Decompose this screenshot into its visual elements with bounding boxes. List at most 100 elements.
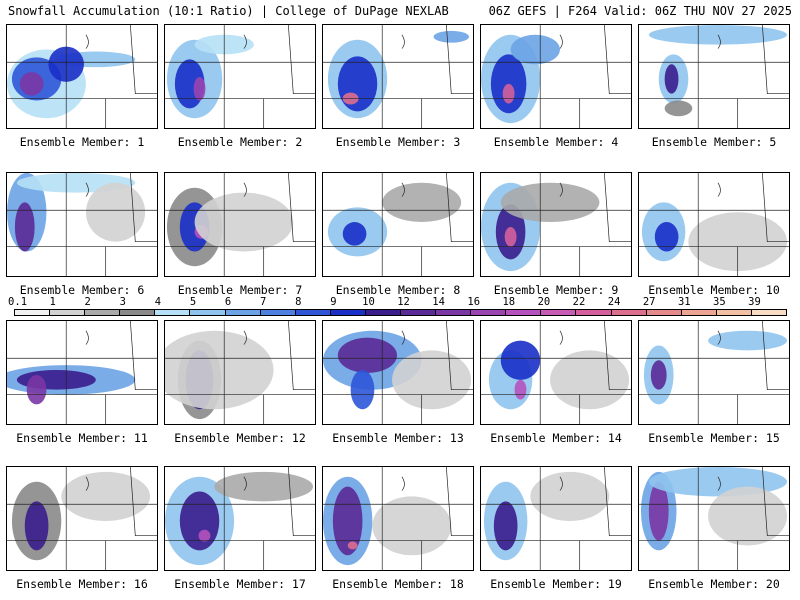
state-boundary bbox=[288, 467, 315, 537]
colorbar-swatch bbox=[505, 309, 542, 316]
ensemble-member-19-map bbox=[480, 466, 632, 571]
colorbar-label: 22 bbox=[572, 296, 586, 308]
colorbar-label: 39 bbox=[748, 296, 761, 308]
state-boundary bbox=[717, 34, 721, 49]
colorbar-label: 31 bbox=[677, 296, 691, 308]
state-boundary bbox=[762, 467, 789, 537]
colorbar-label: 20 bbox=[537, 296, 551, 308]
colorbar-swatch bbox=[435, 309, 472, 316]
ensemble-member-caption: Ensemble Member: 13 bbox=[332, 431, 464, 445]
snowfall-shading bbox=[708, 486, 788, 546]
state-boundary bbox=[243, 476, 247, 491]
state-boundary bbox=[559, 476, 563, 491]
colorbar-label: 18 bbox=[502, 296, 516, 308]
colorbar-label: 10 bbox=[362, 296, 375, 308]
colorbar-swatch bbox=[470, 309, 507, 316]
snowfall-shading bbox=[500, 340, 541, 380]
snowfall-shading bbox=[198, 529, 211, 542]
colorbar-swatch bbox=[84, 309, 121, 316]
state-boundary bbox=[288, 25, 315, 95]
state-boundary bbox=[604, 25, 631, 95]
colorbar-label: 24 bbox=[607, 296, 621, 308]
snowfall-shading bbox=[85, 182, 146, 242]
snowfall-shading bbox=[347, 541, 358, 550]
colorbar-label: 5 bbox=[189, 296, 197, 308]
snowfall-shading bbox=[664, 64, 679, 94]
colorbar-label: 12 bbox=[397, 296, 410, 308]
ensemble-member-7-map bbox=[164, 172, 316, 277]
ensemble-member-18-map bbox=[322, 466, 474, 571]
state-boundary bbox=[717, 330, 721, 345]
snowfall-shading bbox=[500, 182, 600, 223]
colorbar-swatch bbox=[610, 309, 647, 316]
colorbar-swatch bbox=[294, 309, 331, 316]
state-boundary bbox=[243, 330, 247, 345]
colorbar-label: 6 bbox=[224, 296, 232, 308]
ensemble-member-8-map bbox=[322, 172, 474, 277]
state-boundary bbox=[604, 173, 631, 243]
state-boundary bbox=[243, 34, 247, 49]
ensemble-member-caption: Ensemble Member: 5 bbox=[651, 135, 777, 149]
ensemble-member-caption: Ensemble Member: 8 bbox=[335, 283, 461, 297]
ensemble-member-caption: Ensemble Member: 15 bbox=[648, 431, 780, 445]
colorbar-swatch bbox=[645, 309, 682, 316]
state-boundary bbox=[446, 467, 473, 537]
state-boundary bbox=[762, 321, 789, 391]
ensemble-member-2-map bbox=[164, 24, 316, 129]
state-boundary bbox=[446, 173, 473, 243]
ensemble-member-caption: Ensemble Member: 4 bbox=[493, 135, 619, 149]
state-boundary bbox=[401, 476, 405, 491]
snowfall-shading bbox=[504, 226, 517, 247]
snowfall-shading bbox=[332, 486, 363, 556]
colorbar-swatch bbox=[680, 309, 717, 316]
state-boundary bbox=[85, 330, 89, 345]
ensemble-member-17-map bbox=[164, 466, 316, 571]
ensemble-member-9-map bbox=[480, 172, 632, 277]
state-boundary bbox=[130, 467, 157, 537]
snowfall-shading bbox=[493, 501, 518, 551]
ensemble-member-caption: Ensemble Member: 18 bbox=[332, 577, 464, 591]
state-boundary bbox=[130, 173, 157, 243]
snowfall-colorbar: 0.1 1 2 3 4 5 6 7 8 9 10 12 14 16 18 20 22 24 27 31 35 39 bbox=[8, 296, 787, 320]
snowfall-shading bbox=[688, 212, 788, 272]
map-title: Snowfall Accumulation (10:1 Ratio) | Col… bbox=[8, 4, 449, 18]
state-boundary bbox=[717, 182, 721, 197]
colorbar-swatch bbox=[750, 309, 787, 316]
snowfall-shading bbox=[514, 379, 527, 400]
state-boundary bbox=[401, 34, 405, 49]
colorbar-label: 16 bbox=[467, 296, 481, 308]
ensemble-member-5-map bbox=[638, 24, 790, 129]
state-boundary bbox=[604, 467, 631, 537]
snowfall-shading bbox=[654, 222, 679, 252]
snowfall-shading bbox=[61, 471, 151, 521]
ensemble-member-caption: Ensemble Member: 2 bbox=[177, 135, 303, 149]
colorbar-label: 35 bbox=[713, 296, 726, 308]
snowfall-shading bbox=[19, 72, 44, 96]
ensemble-member-6-map bbox=[6, 172, 158, 277]
ensemble-member-caption: Ensemble Member: 7 bbox=[177, 283, 303, 297]
colorbar-label: 27 bbox=[642, 296, 656, 308]
colorbar-label: 2 bbox=[84, 296, 91, 308]
state-boundary bbox=[762, 173, 789, 243]
snowfall-shading bbox=[194, 192, 294, 252]
colorbar-swatch bbox=[540, 309, 577, 316]
snowfall-shading bbox=[382, 182, 462, 223]
colorbar-label: 3 bbox=[119, 296, 126, 308]
state-boundary bbox=[85, 34, 89, 49]
ensemble-member-15-map bbox=[638, 320, 790, 425]
snowfall-shading bbox=[550, 350, 630, 410]
colorbar-swatch bbox=[364, 309, 401, 316]
state-boundary bbox=[85, 182, 89, 197]
ensemble-member-caption: Ensemble Member: 12 bbox=[174, 431, 306, 445]
state-boundary bbox=[243, 182, 247, 197]
state-boundary bbox=[559, 182, 563, 197]
colorbar-swatch bbox=[224, 309, 261, 316]
ensemble-member-16-map bbox=[6, 466, 158, 571]
snowfall-shading bbox=[193, 76, 206, 101]
colorbar-swatch bbox=[49, 309, 86, 316]
colorbar-label: 0.1 bbox=[8, 296, 28, 308]
snowfall-shading bbox=[433, 30, 470, 43]
snowfall-shading bbox=[530, 471, 610, 521]
snowfall-shading bbox=[14, 202, 35, 252]
ensemble-member-caption: Ensemble Member: 19 bbox=[490, 577, 622, 591]
